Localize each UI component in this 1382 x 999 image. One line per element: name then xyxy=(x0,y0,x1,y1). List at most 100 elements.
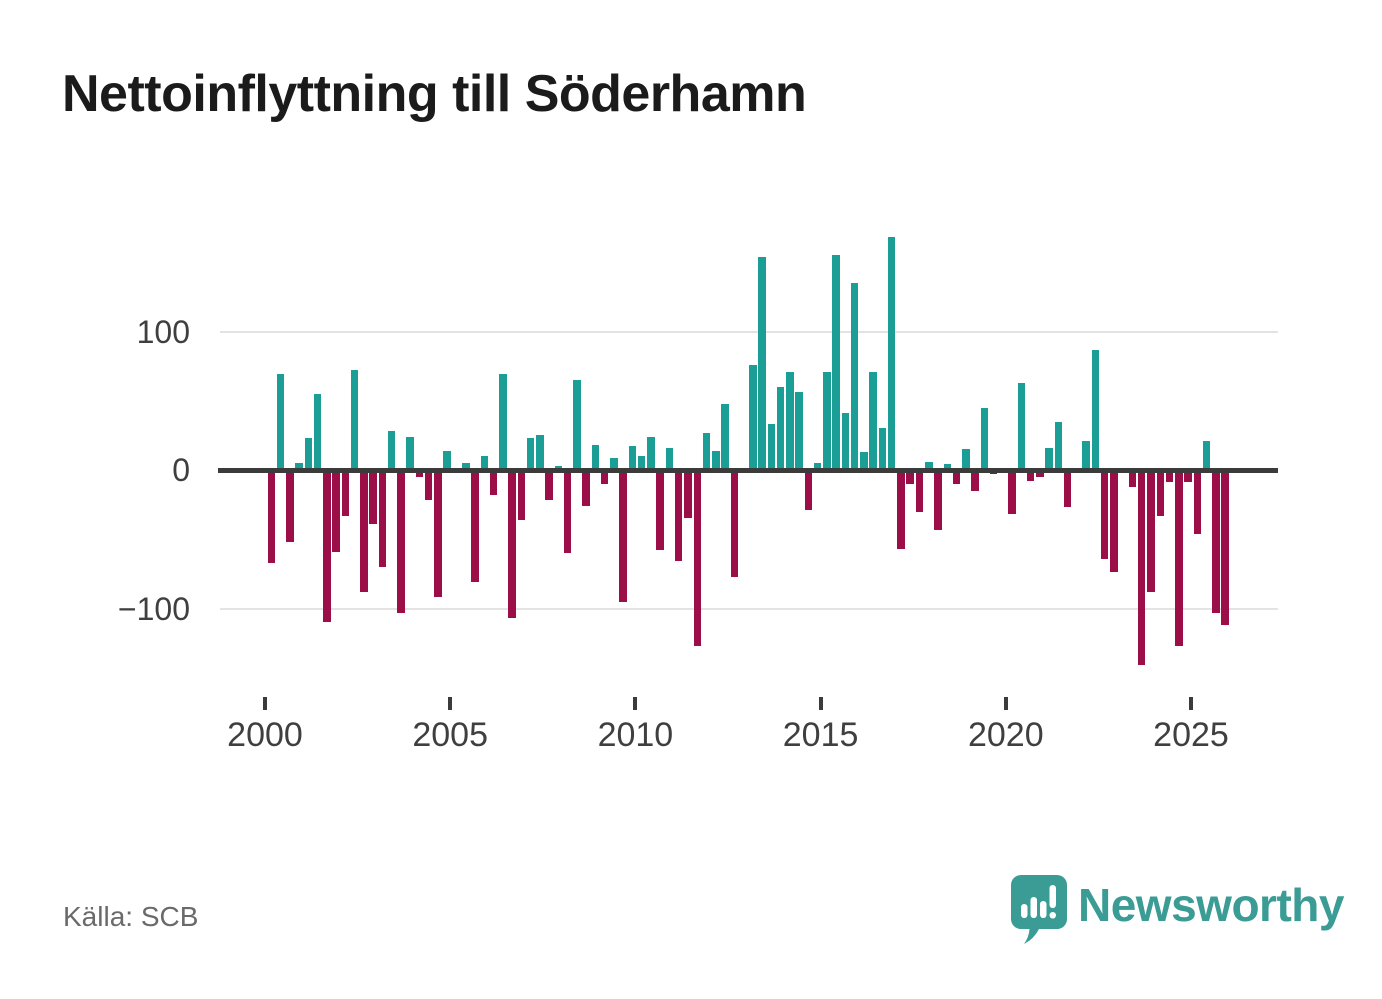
bar xyxy=(1026,470,1035,482)
bar xyxy=(628,446,637,470)
logo-exclamation-stem xyxy=(1049,885,1056,908)
bar xyxy=(841,413,850,470)
bar xyxy=(943,464,952,470)
bar xyxy=(1128,470,1137,487)
bar xyxy=(1036,470,1044,477)
bar xyxy=(878,428,887,470)
bar xyxy=(850,283,859,470)
bar xyxy=(610,457,618,470)
bar xyxy=(1147,470,1155,592)
bar xyxy=(536,435,544,470)
bar xyxy=(563,470,572,554)
bar xyxy=(1165,470,1174,483)
bar xyxy=(406,436,414,470)
bar xyxy=(397,470,405,613)
logo-bar-3 xyxy=(1040,901,1047,918)
bar xyxy=(1184,470,1192,483)
bar xyxy=(582,470,590,506)
bar xyxy=(462,463,470,470)
newsworthy-logo-icon xyxy=(1011,875,1067,944)
bar xyxy=(804,470,813,511)
bar xyxy=(980,407,989,470)
bar xyxy=(1091,349,1100,470)
bar xyxy=(489,470,498,495)
y-axis-tick-label: 0 xyxy=(172,452,190,488)
bar xyxy=(369,470,377,524)
bar xyxy=(962,449,970,470)
bar xyxy=(1212,470,1220,613)
gridline xyxy=(220,330,1278,333)
bar xyxy=(712,450,720,470)
bar xyxy=(332,470,340,552)
bar xyxy=(1017,382,1026,470)
x-axis-zero-line xyxy=(218,467,1278,473)
bar xyxy=(1175,470,1183,646)
x-axis-tick-label: 2015 xyxy=(782,716,859,754)
x-axis-tick xyxy=(1003,697,1008,710)
bar xyxy=(665,447,674,470)
bar xyxy=(471,470,479,583)
logo-exclamation-dot xyxy=(1049,912,1056,919)
bar xyxy=(350,370,359,470)
bar xyxy=(647,436,655,470)
bar xyxy=(860,451,868,470)
speech-bubble-shape xyxy=(1011,875,1067,944)
x-axis-tick xyxy=(818,697,823,710)
bar xyxy=(906,470,914,484)
bar xyxy=(795,392,803,470)
bar xyxy=(434,470,442,598)
bar xyxy=(952,470,961,484)
x-axis-tick-label: 2025 xyxy=(1153,716,1229,754)
bar xyxy=(934,470,942,530)
bar xyxy=(1221,470,1229,626)
bar xyxy=(637,456,646,470)
bar xyxy=(573,379,581,470)
bar xyxy=(276,374,285,470)
logo-bar-2 xyxy=(1030,897,1037,918)
bar xyxy=(1054,421,1063,470)
bar xyxy=(1193,470,1202,534)
bar xyxy=(767,424,776,470)
bar xyxy=(545,470,553,501)
bar xyxy=(925,461,933,470)
brand: Newsworthy xyxy=(1010,874,1344,954)
bar xyxy=(674,470,683,562)
gridline xyxy=(220,607,1278,610)
brand-name: Newsworthy xyxy=(1078,879,1344,931)
bar xyxy=(1110,470,1118,573)
bar xyxy=(1156,470,1164,516)
bar xyxy=(915,470,924,512)
source-note: Källa: SCB xyxy=(63,901,199,932)
bar xyxy=(295,463,303,470)
bar xyxy=(1008,470,1016,515)
bar xyxy=(887,237,896,470)
bar xyxy=(313,393,322,470)
bar xyxy=(600,470,609,484)
bar xyxy=(499,374,507,470)
x-axis-tick xyxy=(633,697,638,710)
bar xyxy=(971,470,979,491)
x-axis-tick-label: 2020 xyxy=(967,716,1044,754)
bar xyxy=(776,386,785,470)
y-axis-tick-label: 100 xyxy=(136,313,190,350)
x-axis-tick xyxy=(1189,697,1193,710)
chart-title: Nettoinflyttning till Söderhamn xyxy=(62,65,807,123)
bar xyxy=(480,456,489,470)
bar xyxy=(424,470,433,501)
y-axis-tick-label: −100 xyxy=(117,590,190,627)
x-axis-tick xyxy=(448,697,453,710)
bar xyxy=(869,371,877,470)
bar xyxy=(897,470,905,549)
bar xyxy=(304,438,313,470)
bar xyxy=(749,364,757,470)
bar xyxy=(1063,470,1072,508)
bar xyxy=(619,470,627,602)
bar xyxy=(721,403,729,470)
bar xyxy=(378,470,387,567)
bar xyxy=(341,470,350,516)
bar xyxy=(415,470,424,477)
x-axis-tick-label: 2000 xyxy=(227,716,303,754)
bar xyxy=(1137,470,1146,666)
bar xyxy=(443,450,451,470)
